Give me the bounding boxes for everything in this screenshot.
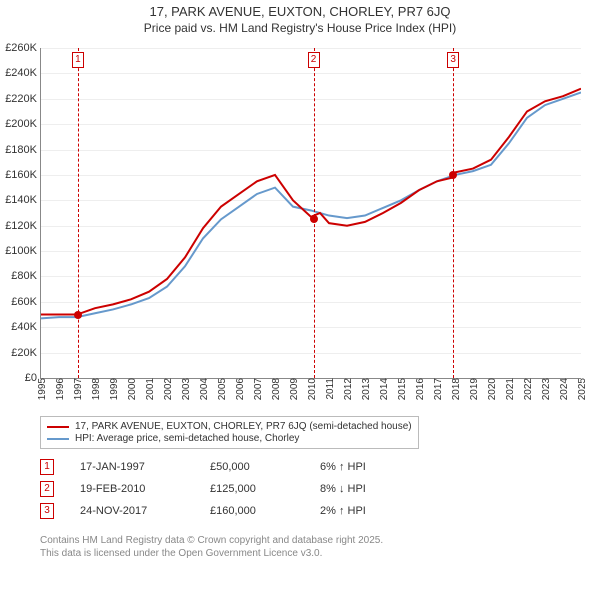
x-tick-label: 2000 bbox=[127, 378, 138, 400]
x-tick-label: 2024 bbox=[559, 378, 570, 400]
y-tick-label: £100K bbox=[5, 245, 41, 257]
x-tick-label: 2008 bbox=[271, 378, 282, 400]
x-tick-label: 2005 bbox=[217, 378, 228, 400]
sale-marker-point bbox=[449, 171, 457, 179]
x-tick-label: 2001 bbox=[145, 378, 156, 400]
sale-marker-label: 1 bbox=[72, 52, 84, 68]
y-tick-label: £260K bbox=[5, 42, 41, 54]
x-tick-label: 2018 bbox=[451, 378, 462, 400]
x-tick-label: 2021 bbox=[505, 378, 516, 400]
x-tick-label: 2017 bbox=[433, 378, 444, 400]
sale-marker-point bbox=[310, 215, 318, 223]
x-tick-label: 2016 bbox=[415, 378, 426, 400]
legend-item: HPI: Average price, semi-detached house,… bbox=[47, 433, 412, 444]
x-tick-label: 2004 bbox=[199, 378, 210, 400]
attribution-text: Contains HM Land Registry data © Crown c… bbox=[40, 534, 383, 560]
x-tick-label: 1998 bbox=[91, 378, 102, 400]
x-tick-label: 2025 bbox=[577, 378, 588, 400]
y-tick-label: £60K bbox=[11, 296, 41, 308]
chart-title-line1: 17, PARK AVENUE, EUXTON, CHORLEY, PR7 6J… bbox=[0, 0, 600, 21]
sale-marker-label: 3 bbox=[447, 52, 459, 68]
y-tick-label: £220K bbox=[5, 93, 41, 105]
sales-row: 2 19-FEB-2010£125,0008% ↓ HPI bbox=[40, 478, 410, 500]
legend-label: HPI: Average price, semi-detached house,… bbox=[75, 433, 299, 444]
sales-row-price: £50,000 bbox=[210, 461, 320, 473]
x-tick-label: 1999 bbox=[109, 378, 120, 400]
x-tick-label: 2007 bbox=[253, 378, 264, 400]
series-property bbox=[41, 89, 581, 315]
sales-row-marker: 2 bbox=[40, 481, 54, 497]
attribution-line1: Contains HM Land Registry data © Crown c… bbox=[40, 534, 383, 547]
sales-row-delta: 2% ↑ HPI bbox=[320, 505, 410, 517]
y-tick-label: £80K bbox=[11, 270, 41, 282]
x-tick-label: 2003 bbox=[181, 378, 192, 400]
x-tick-label: 1996 bbox=[55, 378, 66, 400]
sales-row-marker: 1 bbox=[40, 459, 54, 475]
x-tick-label: 2009 bbox=[289, 378, 300, 400]
sale-marker-line bbox=[453, 48, 454, 378]
sales-row-delta: 8% ↓ HPI bbox=[320, 483, 410, 495]
sales-row: 3 24-NOV-2017£160,0002% ↑ HPI bbox=[40, 500, 410, 522]
legend-box: 17, PARK AVENUE, EUXTON, CHORLEY, PR7 6J… bbox=[40, 416, 419, 449]
sales-row: 1 17-JAN-1997£50,0006% ↑ HPI bbox=[40, 456, 410, 478]
x-tick-label: 2010 bbox=[307, 378, 318, 400]
y-tick-label: £240K bbox=[5, 67, 41, 79]
series-hpi bbox=[41, 92, 581, 318]
legend-label: 17, PARK AVENUE, EUXTON, CHORLEY, PR7 6J… bbox=[75, 421, 412, 432]
sales-row-delta: 6% ↑ HPI bbox=[320, 461, 410, 473]
sales-row-price: £160,000 bbox=[210, 505, 320, 517]
x-tick-label: 1995 bbox=[37, 378, 48, 400]
y-tick-label: £140K bbox=[5, 194, 41, 206]
attribution-line2: This data is licensed under the Open Gov… bbox=[40, 547, 383, 560]
y-tick-label: £40K bbox=[11, 321, 41, 333]
sale-marker-point bbox=[74, 311, 82, 319]
sales-row-date: 24-NOV-2017 bbox=[80, 505, 210, 517]
x-tick-label: 2012 bbox=[343, 378, 354, 400]
x-tick-label: 2022 bbox=[523, 378, 534, 400]
y-tick-label: £200K bbox=[5, 118, 41, 130]
legend-swatch bbox=[47, 438, 69, 440]
chart-title-line2: Price paid vs. HM Land Registry's House … bbox=[0, 21, 600, 35]
x-tick-label: 2020 bbox=[487, 378, 498, 400]
y-tick-label: £20K bbox=[11, 347, 41, 359]
x-tick-label: 2006 bbox=[235, 378, 246, 400]
y-tick-label: £160K bbox=[5, 169, 41, 181]
x-tick-label: 2013 bbox=[361, 378, 372, 400]
y-tick-label: £120K bbox=[5, 220, 41, 232]
sales-row-marker: 3 bbox=[40, 503, 54, 519]
chart-lines bbox=[41, 48, 581, 378]
x-tick-label: 2019 bbox=[469, 378, 480, 400]
sale-marker-line bbox=[78, 48, 79, 378]
sale-marker-line bbox=[314, 48, 315, 378]
legend-swatch bbox=[47, 426, 69, 428]
legend-item: 17, PARK AVENUE, EUXTON, CHORLEY, PR7 6J… bbox=[47, 421, 412, 432]
x-tick-label: 1997 bbox=[73, 378, 84, 400]
x-tick-label: 2014 bbox=[379, 378, 390, 400]
x-tick-label: 2002 bbox=[163, 378, 174, 400]
x-tick-label: 2015 bbox=[397, 378, 408, 400]
sales-table: 1 17-JAN-1997£50,0006% ↑ HPI 2 19-FEB-2010£… bbox=[40, 456, 410, 522]
sales-row-date: 17-JAN-1997 bbox=[80, 461, 210, 473]
price-chart: £0£20K£40K£60K£80K£100K£120K£140K£160K£1… bbox=[40, 48, 581, 379]
sales-row-date: 19-FEB-2010 bbox=[80, 483, 210, 495]
y-tick-label: £180K bbox=[5, 144, 41, 156]
x-tick-label: 2011 bbox=[325, 378, 336, 400]
x-tick-label: 2023 bbox=[541, 378, 552, 400]
sale-marker-label: 2 bbox=[308, 52, 320, 68]
sales-row-price: £125,000 bbox=[210, 483, 320, 495]
